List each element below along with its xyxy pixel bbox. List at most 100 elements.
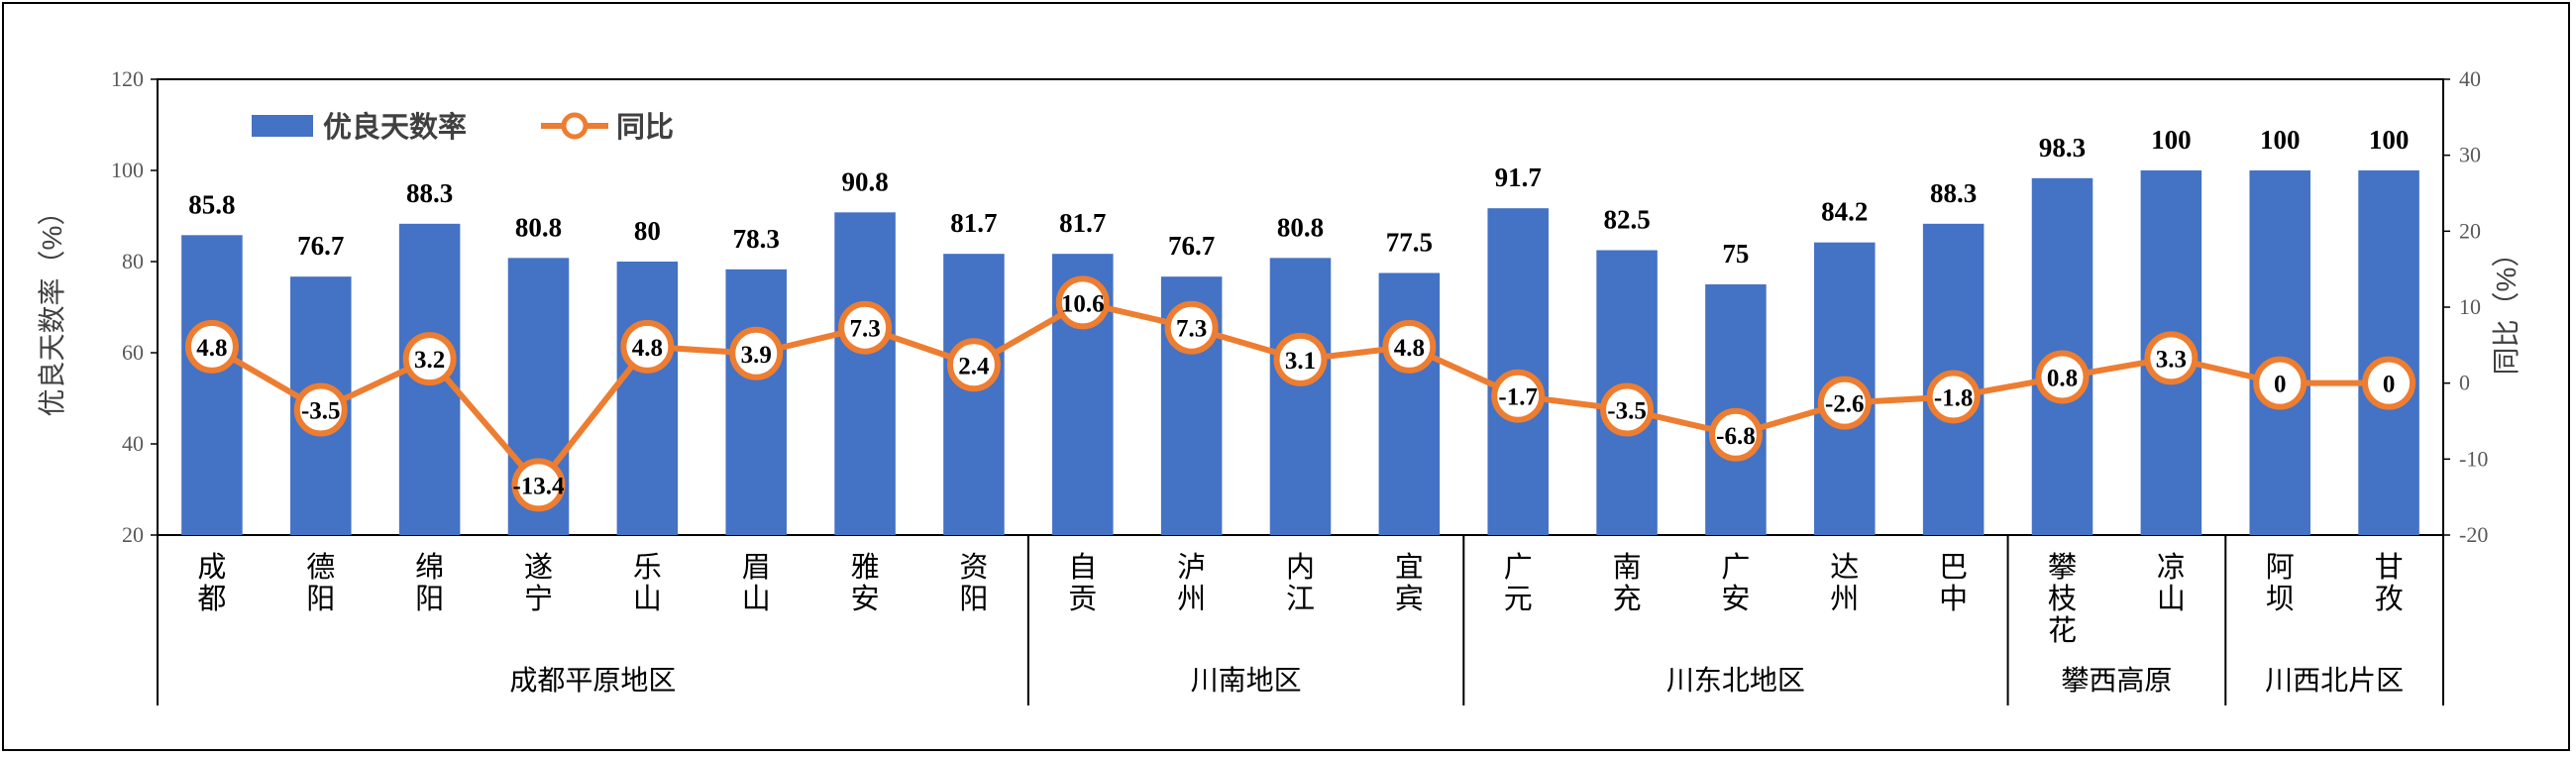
bar (1378, 272, 1441, 535)
category-label: 雅 (851, 551, 880, 584)
category-label: 自 (1068, 551, 1097, 584)
category-label: 甘 (2375, 551, 2404, 584)
line-marker (1055, 275, 1110, 330)
category-label: 山 (2157, 584, 2186, 615)
line-marker (838, 300, 893, 355)
bar-value-label: 85.8 (188, 189, 235, 219)
y2-tick-label: 30 (2459, 143, 2481, 167)
bar-value-label: 100 (2151, 125, 2192, 155)
category-label: 宁 (524, 583, 553, 615)
bar (616, 262, 679, 535)
line-value-label: 3.1 (1285, 348, 1316, 375)
y2-tick-label: 0 (2459, 371, 2470, 395)
y-tick-label: 100 (111, 158, 144, 182)
bar-value-label: 75 (1722, 239, 1749, 269)
category-label: 阿 (2266, 552, 2295, 584)
y-tick-label: 20 (122, 522, 144, 547)
line-value-label: -13.4 (512, 473, 565, 499)
category-label: 安 (851, 583, 880, 615)
category-label: 贡 (1068, 584, 1097, 615)
bar-value-label: 81.7 (950, 208, 997, 238)
bar-value-label: 84.2 (1821, 197, 1868, 227)
line-marker (1273, 332, 1328, 386)
line-marker (1926, 370, 1981, 424)
bar-value-label: 100 (2260, 125, 2301, 155)
y-tick-label: 120 (111, 66, 144, 91)
category-label: 成 (197, 551, 226, 584)
bar-value-label: 90.8 (841, 166, 888, 196)
line-value-label: -2.6 (1825, 391, 1865, 418)
category-label: 中 (1939, 583, 1968, 615)
line-value-label: -3.5 (301, 398, 341, 425)
category-label: 广 (1504, 551, 1533, 584)
bar-value-label: 82.5 (1603, 205, 1650, 235)
category-label: 德 (306, 551, 335, 584)
line-value-label: 0.8 (2047, 366, 2078, 392)
bar-value-label: 76.7 (1168, 231, 1215, 261)
category-label: 阳 (415, 584, 444, 615)
bar-value-label: 76.7 (297, 231, 344, 261)
line-value-label: -1.7 (1498, 384, 1538, 411)
line-value-label: 4.8 (632, 335, 663, 362)
category-label: 山 (633, 584, 662, 615)
line-marker (1600, 382, 1655, 437)
line-marker (2035, 350, 2090, 404)
category-label: 宜 (1395, 551, 1424, 584)
line-value-label: 7.3 (849, 316, 880, 343)
category-label: 资 (959, 551, 988, 584)
category-label: 眉 (742, 552, 771, 584)
bar (1269, 258, 1332, 535)
line-value-label: 4.8 (196, 335, 227, 362)
line-value-label: -3.5 (1607, 398, 1647, 425)
y2-tick-label: -10 (2459, 446, 2488, 471)
line-marker (293, 382, 348, 437)
legend-swatch-bar (252, 115, 313, 137)
legend-label-bar: 优良天数率 (323, 110, 467, 144)
bar (725, 269, 787, 535)
category-label: 坝 (2266, 584, 2295, 615)
y2-tick-label: 10 (2459, 294, 2481, 319)
bar-value-label: 91.7 (1495, 162, 1542, 192)
group-label: 川东北地区 (1666, 665, 1805, 696)
y-axis-title: 优良天数率（%） (37, 198, 67, 417)
line-value-label: 0 (2383, 372, 2396, 398)
category-label: 安 (1721, 583, 1750, 615)
line-marker (2144, 331, 2199, 385)
bar (2358, 170, 2419, 535)
category-label: 广 (1721, 551, 1750, 584)
bar (181, 235, 243, 535)
bar-value-label: 88.3 (406, 178, 453, 208)
line-value-label: 0 (2274, 372, 2287, 398)
line-marker (1817, 376, 1872, 430)
line-marker (2362, 356, 2416, 410)
category-label: 阳 (959, 584, 988, 615)
line-value-label: -6.8 (1716, 423, 1756, 450)
y-tick-label: 80 (122, 249, 144, 273)
combo-chart: 20 40 60 80 100 120 -20 -10 0 10 20 30 40 优良天数率（%） 同比（… (37, 66, 2522, 705)
y-tick-label: 40 (122, 431, 144, 456)
line-marker (946, 338, 1001, 392)
line-marker (1382, 319, 1437, 374)
bar-value-label: 80.8 (1277, 212, 1324, 242)
category-label: 孜 (2375, 583, 2404, 615)
category-label: 内 (1286, 551, 1315, 584)
category-label: 达 (1830, 551, 1859, 584)
y2-axis-title: 同比（%） (2491, 240, 2522, 376)
line-marker (1708, 407, 1763, 462)
category-label: 南 (1613, 551, 1642, 584)
group-label: 攀西高原 (2061, 665, 2172, 696)
category-label: 绵 (415, 551, 444, 584)
category-label: 州 (1177, 584, 1206, 615)
line-marker (1491, 369, 1546, 423)
line-value-label: 7.3 (1176, 316, 1207, 343)
category-label: 巴 (1939, 552, 1968, 584)
y2-tick-label: -20 (2459, 522, 2488, 547)
line-value-label: 3.9 (741, 342, 772, 369)
bar (834, 212, 896, 535)
group-label: 川西北片区 (2265, 665, 2404, 696)
line-marker (2253, 356, 2308, 410)
category-label: 攀 (2048, 551, 2077, 584)
category-label: 花 (2048, 614, 2077, 647)
line-marker (402, 332, 457, 386)
line-marker (729, 326, 784, 380)
